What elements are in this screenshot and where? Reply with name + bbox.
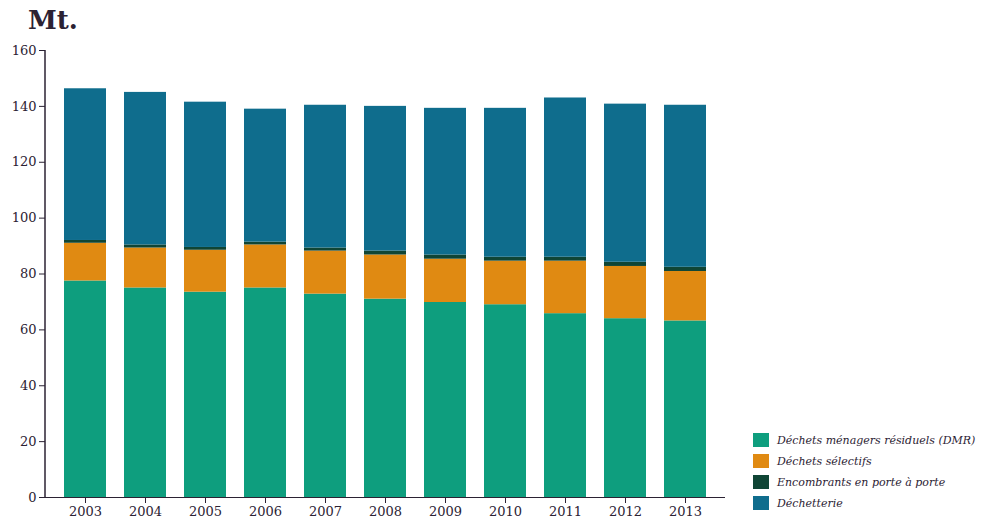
svg-text:2011: 2011 xyxy=(549,504,582,519)
svg-text:120: 120 xyxy=(12,154,37,169)
svg-text:0: 0 xyxy=(28,490,36,505)
svg-text:2006: 2006 xyxy=(249,504,282,519)
svg-text:2005: 2005 xyxy=(189,504,222,519)
svg-text:2003: 2003 xyxy=(69,504,102,519)
svg-text:40: 40 xyxy=(20,378,37,393)
svg-text:140: 140 xyxy=(12,99,37,114)
svg-text:2009: 2009 xyxy=(429,504,462,519)
svg-text:80: 80 xyxy=(20,266,37,281)
html-text:Déchets sélectifs: Déchets sélectifs xyxy=(777,454,872,468)
svg-text:160: 160 xyxy=(12,43,37,58)
svg-text:20: 20 xyxy=(20,434,37,449)
svg-text:2012: 2012 xyxy=(609,504,642,519)
svg-text:60: 60 xyxy=(20,322,37,337)
svg-text:2007: 2007 xyxy=(309,504,342,519)
svg-text:2004: 2004 xyxy=(129,504,162,519)
svg-text:2008: 2008 xyxy=(369,504,402,519)
html-text:Déchets ménagers résiduels (DM: Déchets ménagers résiduels (DMR) xyxy=(777,433,976,447)
html-text:Déchetterie: Déchetterie xyxy=(777,496,843,510)
html-text:Mt.: Mt. xyxy=(28,5,78,35)
svg-text:2010: 2010 xyxy=(489,504,522,519)
svg-text:2013: 2013 xyxy=(669,504,702,519)
svg-text:100: 100 xyxy=(12,210,37,225)
html-text:Encombrants en porte à porte: Encombrants en porte à porte xyxy=(777,475,946,489)
